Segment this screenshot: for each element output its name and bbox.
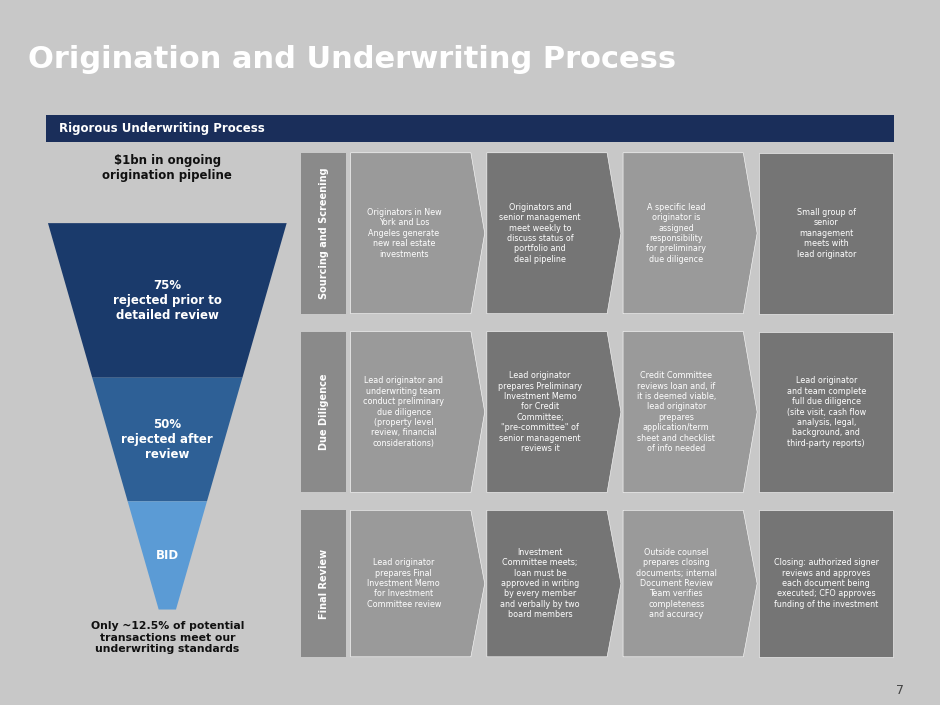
Polygon shape (487, 331, 621, 493)
Text: Outside counsel
prepares closing
documents; internal
Document Review
Team verifi: Outside counsel prepares closing documen… (635, 548, 716, 619)
Polygon shape (760, 153, 893, 314)
Text: Originators in New
York and Los
Angeles generate
new real estate
investments: Originators in New York and Los Angeles … (367, 208, 441, 259)
Polygon shape (351, 331, 485, 493)
Text: Origination and Underwriting Process: Origination and Underwriting Process (28, 45, 676, 74)
Text: 7: 7 (896, 684, 904, 697)
Text: Final Review: Final Review (319, 548, 329, 618)
Polygon shape (92, 378, 243, 501)
Text: A specific lead
originator is
assigned
responsibility
for preliminary
due dilige: A specific lead originator is assigned r… (647, 203, 706, 264)
Text: Rigorous Underwriting Process: Rigorous Underwriting Process (59, 122, 265, 135)
Text: Lead originator
and team complete
full due diligence
(site visit, cash flow
anal: Lead originator and team complete full d… (787, 376, 866, 448)
Polygon shape (487, 153, 621, 314)
Polygon shape (351, 510, 485, 657)
Text: Small group of
senior
management
meets with
lead originator: Small group of senior management meets w… (796, 208, 856, 259)
Text: Originators and
senior management
meet weekly to
discuss status of
portfolio and: Originators and senior management meet w… (499, 203, 581, 264)
Bar (302, 331, 346, 493)
Text: Closing: authorized signer
reviews and approves
each document being
executed; CF: Closing: authorized signer reviews and a… (774, 558, 879, 609)
Text: $1bn in ongoing
origination pipeline: $1bn in ongoing origination pipeline (102, 154, 232, 182)
Polygon shape (760, 510, 893, 657)
Polygon shape (487, 510, 621, 657)
Polygon shape (623, 331, 757, 493)
Polygon shape (623, 510, 757, 657)
Polygon shape (351, 153, 485, 314)
Text: Sourcing and Screening: Sourcing and Screening (319, 167, 329, 299)
Polygon shape (760, 331, 893, 493)
Text: Lead originator
prepares Preliminary
Investment Memo
for Credit
Committee;
"pre-: Lead originator prepares Preliminary Inv… (498, 371, 582, 453)
Text: BID: BID (156, 549, 179, 562)
Text: Due Diligence: Due Diligence (319, 374, 329, 450)
Text: Lead originator
prepares Final
Investment Memo
for Investment
Committee review: Lead originator prepares Final Investmen… (367, 558, 441, 609)
Polygon shape (128, 501, 207, 610)
Text: 50%
rejected after
review: 50% rejected after review (121, 418, 213, 461)
Text: Only ~12.5% of potential
transactions meet our
underwriting standards: Only ~12.5% of potential transactions me… (90, 621, 244, 654)
Bar (302, 153, 346, 314)
Polygon shape (623, 153, 757, 314)
Text: Credit Committee
reviews loan and, if
it is deemed viable,
lead originator
prepa: Credit Committee reviews loan and, if it… (636, 371, 716, 453)
Text: Investment
Committee meets;
loan must be
approved in writing
by every member
and: Investment Committee meets; loan must be… (500, 548, 580, 619)
Bar (302, 510, 346, 657)
Text: Lead originator and
underwriting team
conduct preliminary
due diligence
(propert: Lead originator and underwriting team co… (364, 376, 445, 448)
Text: 75%
rejected prior to
detailed review: 75% rejected prior to detailed review (113, 279, 222, 322)
Polygon shape (48, 223, 287, 378)
Bar (46, 115, 894, 142)
